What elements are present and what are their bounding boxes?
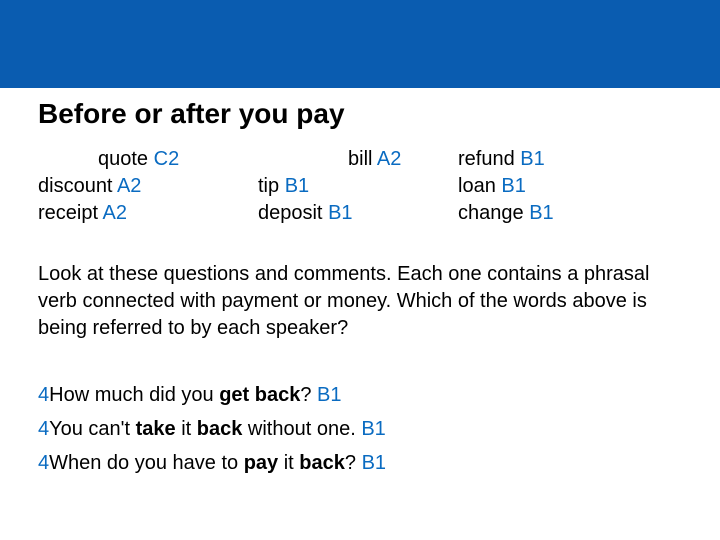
question-answer: B1: [362, 452, 386, 474]
vocab-cell: discount A2: [38, 173, 258, 200]
question-number: 4: [38, 384, 49, 406]
vocab-level: A2: [117, 175, 141, 197]
vocab-cell: loan B1: [458, 173, 658, 200]
page-title: Before or after you pay: [38, 98, 682, 130]
vocab-cell: bill A2: [258, 146, 458, 173]
vocab-row: discount A2 tip B1 loan B1: [38, 173, 682, 200]
vocab-level: B1: [285, 175, 309, 197]
vocab-row: quote C2 bill A2 refund B1: [38, 146, 682, 173]
vocab-grid: quote C2 bill A2 refund B1 discount A2 t…: [38, 146, 682, 227]
vocab-word: deposit: [258, 202, 323, 224]
vocab-word: change: [458, 202, 524, 224]
question-text: You can't take it back without one.: [49, 418, 361, 440]
question-item: 4When do you have to pay it back? B1: [38, 446, 682, 480]
question-answer: B1: [361, 418, 385, 440]
vocab-cell: tip B1: [258, 173, 458, 200]
vocab-row: receipt A2 deposit B1 change B1: [38, 200, 682, 227]
question-item: 4You can't take it back without one. B1: [38, 412, 682, 446]
vocab-word: quote: [98, 148, 148, 170]
vocab-cell: quote C2: [38, 146, 258, 173]
vocab-cell: receipt A2: [38, 200, 258, 227]
instruction-text: Look at these questions and comments. Ea…: [38, 261, 682, 342]
vocab-word: discount: [38, 175, 113, 197]
vocab-word: receipt: [38, 202, 98, 224]
vocab-cell: refund B1: [458, 146, 658, 173]
vocab-word: refund: [458, 148, 515, 170]
vocab-word: tip: [258, 175, 279, 197]
question-number: 4: [38, 452, 49, 474]
question-number: 4: [38, 418, 49, 440]
vocab-level: B1: [501, 175, 525, 197]
question-item: 4How much did you get back? B1: [38, 378, 682, 412]
vocab-level: A2: [102, 202, 126, 224]
question-text: How much did you get back?: [49, 384, 317, 406]
question-list: 4How much did you get back? B1 4You can'…: [38, 378, 682, 480]
vocab-level: B1: [520, 148, 544, 170]
vocab-level: C2: [154, 148, 180, 170]
header-bar: [0, 0, 720, 88]
vocab-cell: deposit B1: [258, 200, 458, 227]
vocab-word: loan: [458, 175, 496, 197]
vocab-level: B1: [328, 202, 352, 224]
vocab-level: A2: [377, 148, 401, 170]
vocab-cell: change B1: [458, 200, 658, 227]
vocab-level: B1: [529, 202, 553, 224]
vocab-word: bill: [348, 148, 372, 170]
question-answer: B1: [317, 384, 341, 406]
question-text: When do you have to pay it back?: [49, 452, 361, 474]
slide-content: Before or after you pay quote C2 bill A2…: [0, 88, 720, 480]
